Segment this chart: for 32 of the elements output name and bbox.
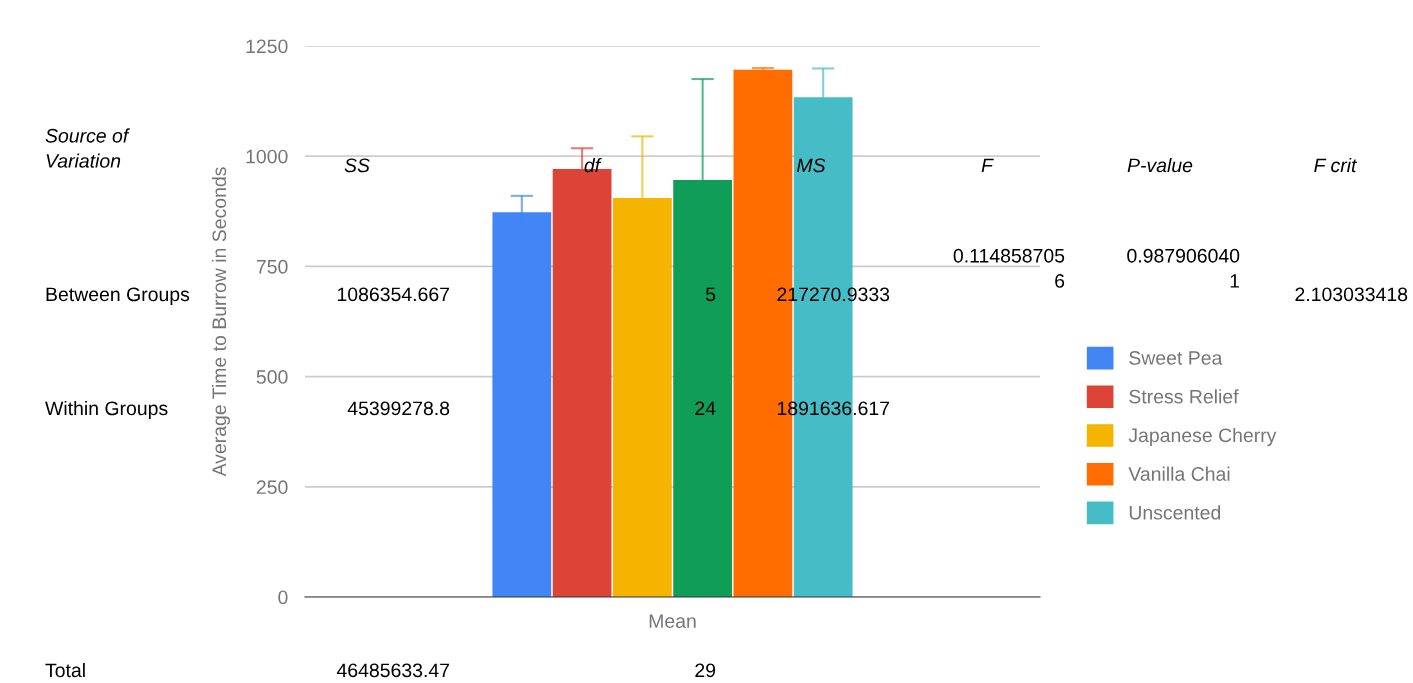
text: 46485633.47 — [336, 663, 450, 678]
text: 0.987906040 1 — [1127, 248, 1240, 288]
text: 2.103033418 — [1295, 287, 1408, 302]
annotation: 45399278.8 — [347, 401, 450, 416]
legend-label: Vanilla Chai — [1128, 466, 1230, 481]
text: F crit — [1314, 157, 1358, 173]
y-axis-title: Average Time to Burrow in Seconds — [211, 167, 230, 477]
y-tick-label: 1250 — [246, 39, 288, 54]
annotation: 1086354.667 — [337, 287, 450, 302]
text: Between Groups — [46, 287, 190, 306]
y-tick-label: 250 — [256, 480, 288, 495]
annotation: df — [584, 157, 602, 173]
annotation: 0.114858705 6 — [953, 248, 1065, 288]
x-tick-label: Mean — [649, 614, 696, 628]
source-note: Source of Variation — [45, 128, 130, 168]
annotation: MS — [797, 158, 826, 173]
y-tick-label: 750 — [256, 259, 288, 274]
legend-label: Sweet Pea — [1129, 351, 1223, 365]
annotation: SS — [344, 158, 370, 173]
y-tick-label: 1000 — [246, 149, 288, 164]
annotation: F — [981, 158, 994, 173]
legend-label: Japanese Cherry — [1128, 427, 1277, 447]
text: Total — [45, 662, 85, 678]
y-tick-label: 0 — [278, 590, 288, 605]
annotation: 5 — [705, 287, 716, 302]
annotation: 24 — [695, 401, 716, 416]
text: P-value — [1127, 157, 1193, 173]
y-tick-label: 500 — [256, 370, 288, 384]
legend-label: Unscented — [1129, 505, 1221, 520]
text: 29 — [695, 663, 716, 678]
text: Within Groups — [45, 400, 168, 420]
legend-label: Stress Relief — [1129, 389, 1239, 404]
